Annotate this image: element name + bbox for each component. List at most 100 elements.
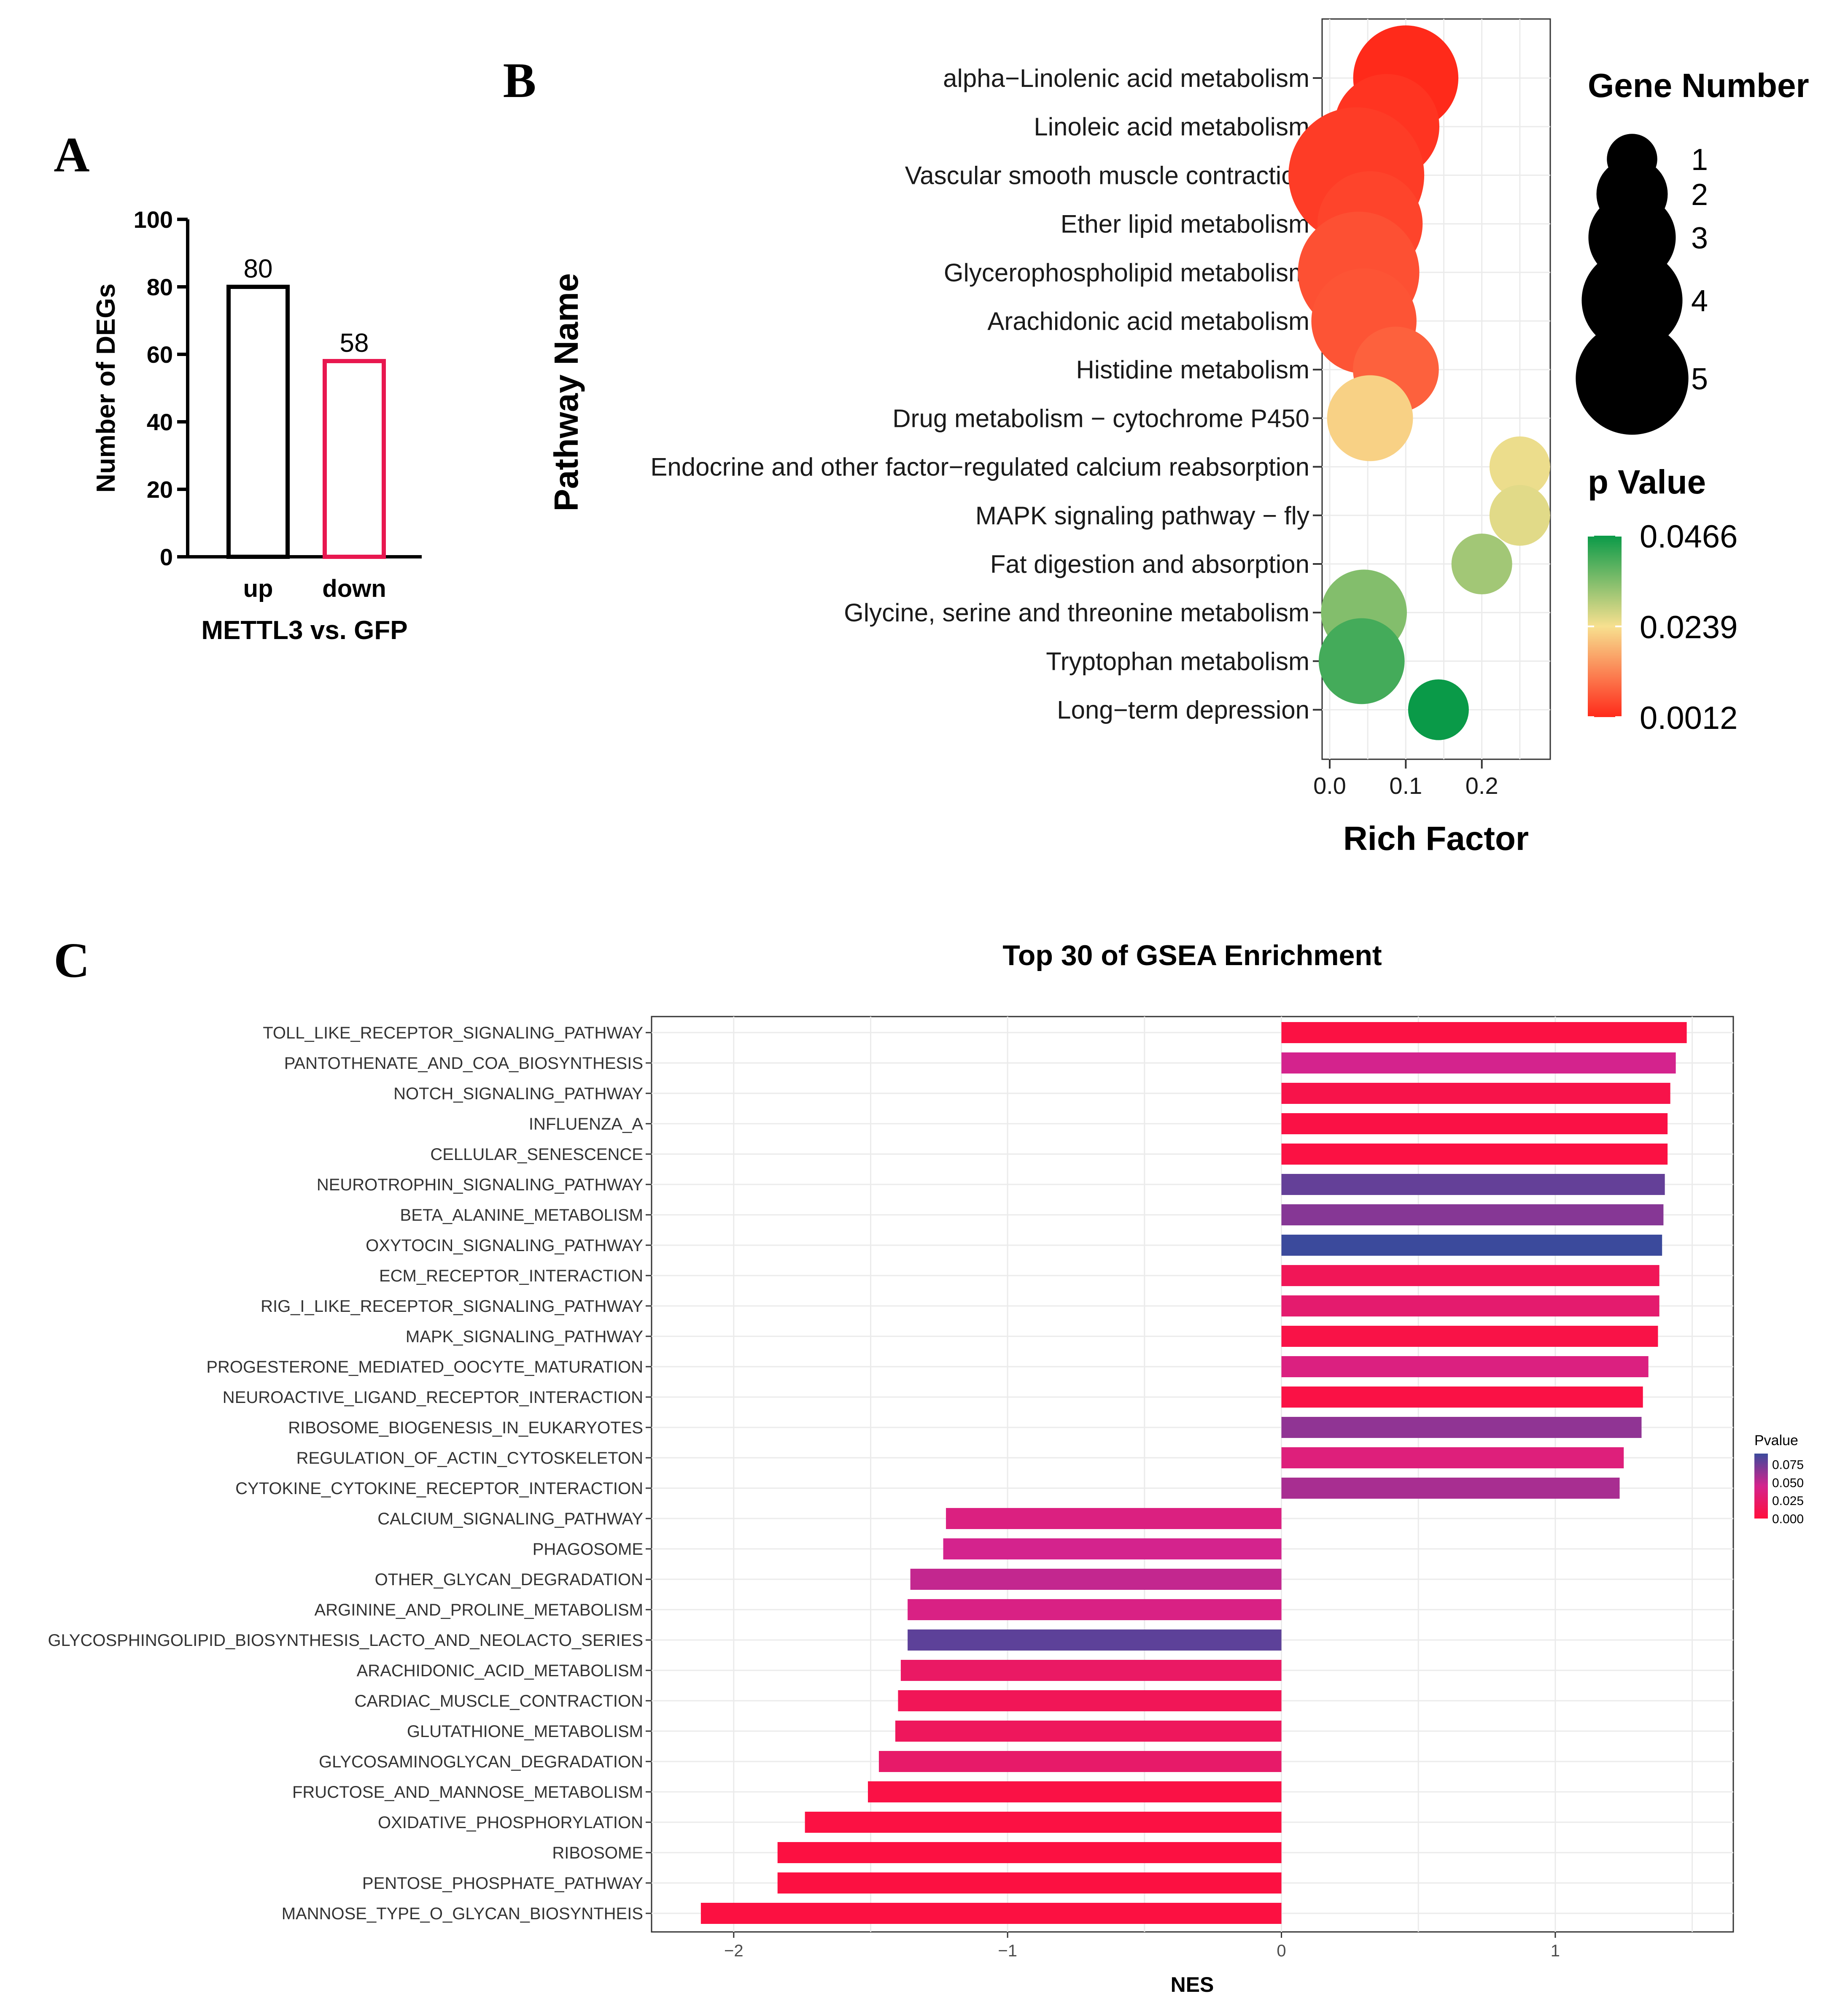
b-bubble-point <box>1451 534 1512 594</box>
c-bar <box>895 1721 1282 1742</box>
b-x-axis-title: Rich Factor <box>1343 820 1529 857</box>
panel-label-c: C <box>54 933 89 988</box>
c-legend-title: Pvalue <box>1754 1432 1798 1449</box>
c-x-tick-label: −2 <box>724 1942 744 1960</box>
c-y-tick-label: CELLULAR_SENESCENCE <box>430 1145 643 1164</box>
chart-b-kegg-bubble: alpha−Linolenic acid metabolism Linoleic … <box>547 18 1809 857</box>
b-y-tick-label: Glycine, serine and threonine metabolism <box>844 599 1309 627</box>
panel-label-b: B <box>503 53 536 108</box>
b-size-legend-label: 1 <box>1691 143 1708 177</box>
c-y-tick-label: MANNOSE_TYPE_O_GLYCAN_BIOSYNTHEIS <box>282 1904 643 1923</box>
c-y-tick-label: TOLL_LIKE_RECEPTOR_SIGNALING_PATHWAY <box>263 1024 643 1042</box>
c-legend-bar <box>1754 1454 1768 1519</box>
c-bar <box>777 1842 1282 1863</box>
b-bubble-point <box>1327 375 1413 461</box>
b-y-tick-label: Glycerophospholipid metabolism <box>944 259 1309 287</box>
c-y-tick-label: RIBOSOME_BIOGENESIS_IN_EUKARYOTES <box>288 1419 643 1437</box>
c-legend-label: 0.000 <box>1772 1512 1804 1526</box>
b-y-tick-label: Linoleic acid metabolism <box>1034 113 1309 141</box>
c-y-tick-label: CYTOKINE_CYTOKINE_RECEPTOR_INTERACTION <box>235 1479 643 1498</box>
b-bubble-point <box>1408 679 1469 740</box>
c-bar <box>1281 1204 1664 1225</box>
b-size-legend-label: 5 <box>1691 362 1708 396</box>
a-y-tick-label: 0 <box>160 544 173 570</box>
b-y-tick-label: Fat digestion and absorption <box>990 550 1309 578</box>
c-bar <box>878 1751 1282 1772</box>
b-y-tick-label: Endocrine and other factor−regulated cal… <box>650 453 1309 481</box>
b-bubble-point <box>1318 618 1405 704</box>
c-bar <box>946 1508 1282 1529</box>
c-bar <box>1281 1174 1665 1195</box>
c-bar <box>1281 1113 1668 1134</box>
c-bar <box>908 1629 1282 1651</box>
b-y-tick-label: alpha−Linolenic acid metabolism <box>943 64 1309 92</box>
b-size-legend-title: Gene Number <box>1588 67 1809 104</box>
c-y-tick-label: OTHER_GLYCAN_DEGRADATION <box>375 1570 643 1589</box>
c-bar <box>1281 1235 1662 1256</box>
b-y-axis-title: Pathway Name <box>547 273 585 512</box>
c-bar <box>1281 1295 1659 1316</box>
b-color-legend-label: 0.0239 <box>1640 610 1738 645</box>
c-bar <box>1281 1326 1658 1347</box>
c-x-axis-title: NES <box>1171 1973 1214 1996</box>
a-y-tick-label: 60 <box>147 341 173 368</box>
panel-label-a: A <box>54 127 89 182</box>
b-y-tick-label: MAPK signaling pathway − fly <box>975 502 1309 530</box>
c-bar <box>1281 1417 1642 1438</box>
b-size-legend-circle <box>1576 322 1689 435</box>
c-bar <box>1281 1052 1676 1074</box>
b-y-tick-label: Ether lipid metabolism <box>1061 210 1309 238</box>
c-y-tick-label: PHAGOSOME <box>533 1540 643 1559</box>
chart-c-gsea-bar: Top 30 of GSEA Enrichment TOLL_LIKE_RECEP… <box>48 939 1804 1996</box>
c-y-tick-label: RIBOSOME <box>552 1844 643 1862</box>
c-y-tick-label: GLYCOSAMINOGLYCAN_DEGRADATION <box>319 1753 643 1771</box>
a-x-tick-label: down <box>322 575 386 602</box>
c-y-tick-label: OXYTOCIN_SIGNALING_PATHWAY <box>366 1236 643 1255</box>
a-x-axis-title: METTL3 vs. GFP <box>201 616 407 645</box>
b-x-tick-label: 0.1 <box>1389 772 1422 799</box>
b-x-tick-label: 0.2 <box>1465 772 1498 799</box>
c-y-tick-label: ECM_RECEPTOR_INTERACTION <box>379 1267 643 1285</box>
a-x-tick-label: up <box>243 575 273 602</box>
b-color-legend-title: p Value <box>1588 463 1706 501</box>
c-y-tick-label: RIG_I_LIKE_RECEPTOR_SIGNALING_PATHWAY <box>261 1297 643 1316</box>
c-bar <box>1281 1356 1649 1377</box>
b-y-tick-label: Drug metabolism − cytochrome P450 <box>892 404 1309 432</box>
b-x-tick-label: 0.0 <box>1313 772 1346 799</box>
b-y-tick-label: Tryptophan metabolism <box>1046 647 1309 675</box>
a-y-tick-label: 80 <box>147 274 173 300</box>
c-y-tick-label: ARGININE_AND_PROLINE_METABOLISM <box>315 1601 643 1619</box>
c-bar <box>900 1660 1282 1681</box>
c-y-tick-label: REGULATION_OF_ACTIN_CYTOSKELETON <box>296 1449 643 1467</box>
c-y-tick-label: BETA_ALANINE_METABOLISM <box>400 1206 643 1225</box>
c-legend-label: 0.075 <box>1772 1458 1804 1472</box>
a-bar-down <box>323 359 386 559</box>
c-bar <box>1281 1478 1620 1499</box>
b-y-tick-label: Vascular smooth muscle contraction <box>905 161 1309 189</box>
b-color-legend-label: 0.0012 <box>1640 700 1738 736</box>
c-chart-title: Top 30 of GSEA Enrichment <box>1002 939 1382 971</box>
c-y-tick-label: CALCIUM_SIGNALING_PATHWAY <box>377 1510 643 1528</box>
b-y-tick-label: Long−term depression <box>1057 696 1309 724</box>
b-size-legend-label: 2 <box>1691 178 1708 212</box>
c-y-tick-label: PENTOSE_PHOSPHATE_PATHWAY <box>362 1874 643 1893</box>
a-y-tick-label: 40 <box>147 409 173 435</box>
a-y-tick-label: 100 <box>134 206 173 233</box>
c-y-tick-label: PROGESTERONE_MEDIATED_OOCYTE_MATURATION <box>206 1358 643 1376</box>
c-y-tick-label: GLUTATHIONE_METABOLISM <box>407 1722 643 1741</box>
c-y-tick-label: ARACHIDONIC_ACID_METABOLISM <box>357 1662 643 1680</box>
c-bar <box>943 1538 1282 1559</box>
c-bar <box>805 1812 1282 1833</box>
b-size-legend-circle <box>1581 250 1683 351</box>
b-size-legend-label: 3 <box>1691 221 1708 255</box>
chart-a-deg-bar: 0 20 40 60 80 100 80 up 58 down METTL3 vs. GFP Numb… <box>92 206 422 645</box>
c-y-tick-label: FRUCTOSE_AND_MANNOSE_METABOLISM <box>292 1783 643 1802</box>
b-bubble-point <box>1489 436 1550 497</box>
c-y-tick-label: PANTOTHENATE_AND_COA_BIOSYNTHESIS <box>284 1054 643 1073</box>
c-y-tick-label: OXIDATIVE_PHOSPHORYLATION <box>378 1813 643 1832</box>
b-bubble-point <box>1489 485 1550 546</box>
c-bar <box>898 1690 1282 1711</box>
a-bar-up <box>226 285 290 559</box>
c-x-tick-label: 0 <box>1277 1942 1286 1960</box>
